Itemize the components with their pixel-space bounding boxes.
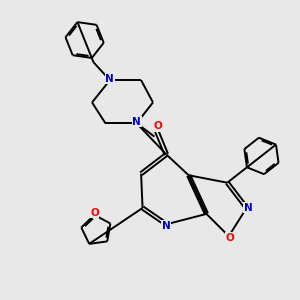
- Text: N: N: [132, 117, 141, 127]
- Text: O: O: [90, 208, 99, 218]
- Text: N: N: [244, 203, 253, 213]
- Text: N: N: [106, 74, 114, 84]
- Text: O: O: [153, 121, 162, 131]
- Text: N: N: [162, 221, 171, 231]
- Text: O: O: [226, 233, 235, 243]
